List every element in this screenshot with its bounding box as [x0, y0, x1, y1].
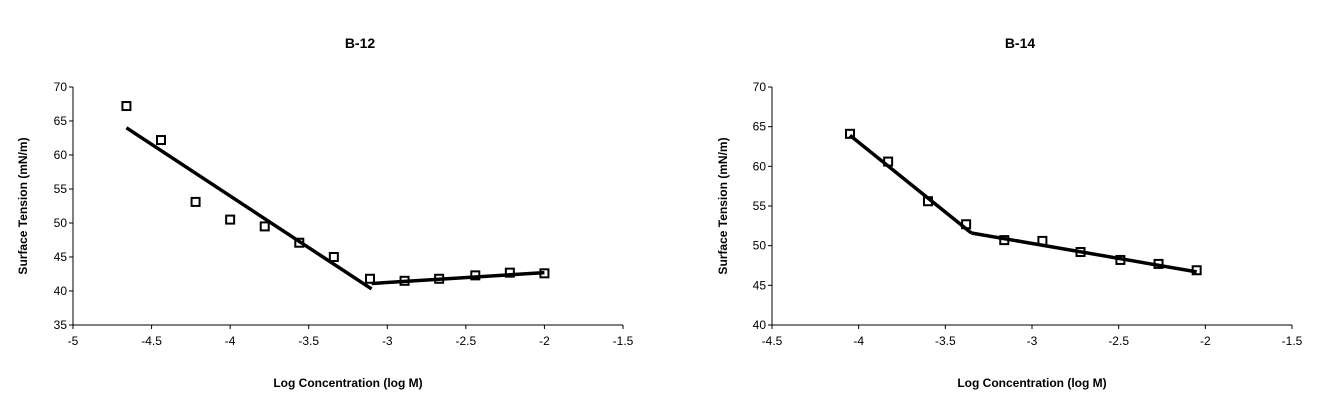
x-tick-label: -3.5 [935, 334, 956, 348]
x-tick-label: -1.5 [613, 334, 634, 348]
x-tick-label: -2.5 [456, 334, 477, 348]
x-tick-label: -1.5 [1282, 334, 1303, 348]
x-tick-label: -4 [853, 334, 864, 348]
y-tick-label: 35 [54, 318, 68, 332]
chart-b12: B-12 Log Concentration (log M) Surface T… [16, 35, 634, 390]
y-tick-label: 65 [753, 120, 767, 134]
y-tick-label: 65 [54, 114, 68, 128]
x-tick-label: -2.5 [1108, 334, 1129, 348]
data-point [121, 101, 132, 112]
data-point [259, 221, 270, 232]
fit-line [125, 126, 373, 291]
y-tick-label: 40 [54, 284, 68, 298]
data-point [365, 273, 375, 284]
data-point [225, 214, 236, 225]
y-axis-label: Surface Tension (mN/m) [16, 137, 30, 274]
x-tick-label: -4.5 [141, 334, 162, 348]
data-point [845, 128, 855, 139]
data-point [190, 196, 201, 207]
data-point [328, 252, 339, 262]
fit-line [848, 134, 973, 235]
x-tick-label: -3 [382, 334, 393, 348]
y-tick-label: 50 [753, 239, 767, 253]
x-tick-label: -2 [539, 334, 550, 348]
y-tick-label: 70 [753, 80, 767, 94]
fit-line [371, 270, 545, 286]
y-tick-label: 55 [54, 182, 68, 196]
data-point [156, 135, 166, 146]
chart-b14: B-14 Log Concentration (log M) Surface T… [716, 35, 1303, 390]
x-tick-label: -4 [225, 334, 236, 348]
chart-title: B-12 [345, 35, 376, 51]
y-tick-label: 45 [753, 278, 767, 292]
fit-line [971, 231, 1197, 274]
x-tick-label: -5 [68, 334, 79, 348]
y-tick-label: 40 [753, 318, 767, 332]
y-tick-label: 45 [54, 250, 68, 264]
y-tick-label: 60 [54, 148, 68, 162]
y-axis-label: Surface Tension (mN/m) [716, 137, 730, 274]
y-tick-label: 60 [753, 159, 767, 173]
y-tick-label: 55 [753, 199, 767, 213]
chart-title: B-14 [1005, 35, 1036, 51]
y-tick-label: 70 [54, 80, 68, 94]
x-tick-label: -4.5 [762, 334, 783, 348]
x-axis-label: Log Concentration (log M) [273, 376, 422, 390]
x-tick-label: -3.5 [298, 334, 319, 348]
y-tick-label: 50 [54, 216, 68, 230]
x-tick-label: -2 [1200, 334, 1211, 348]
data-point [504, 267, 515, 278]
x-tick-label: -3 [1027, 334, 1038, 348]
x-axis-label: Log Concentration (log M) [957, 376, 1106, 390]
